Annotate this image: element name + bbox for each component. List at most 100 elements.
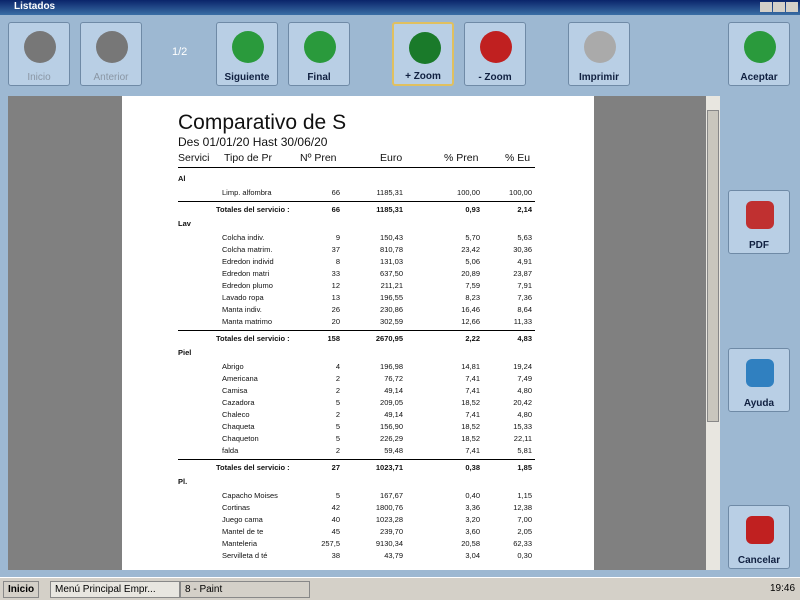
cell-text: Chaleco	[222, 410, 250, 419]
cell-number: 37	[331, 245, 340, 254]
cell-number: 5	[335, 422, 340, 431]
cell-number: 810,78	[380, 245, 403, 254]
toolbar-button[interactable]: Inicio	[8, 22, 70, 86]
button-label: Aceptar	[740, 72, 778, 83]
cell-text: Mantel de te	[222, 527, 264, 536]
cell-number: 38	[331, 551, 340, 560]
cell-number: 18,52	[461, 398, 480, 407]
cell-number: 49,14	[384, 386, 403, 395]
cell-text: Lavado ropa	[222, 293, 264, 302]
report-title: Comparativo de S	[178, 111, 347, 134]
cell-number: 637,50	[380, 269, 403, 278]
cell-number: 16,46	[461, 305, 480, 314]
minimize[interactable]	[760, 2, 772, 12]
cell-number: 18,52	[461, 422, 480, 431]
cell-text: Limp. alfombra	[222, 188, 272, 197]
cell-text: Chaqueta	[222, 422, 255, 431]
button-icon	[480, 31, 512, 63]
toolbar-button[interactable]: + Zoom	[392, 22, 454, 86]
cell-text: Manta indiv.	[222, 305, 262, 314]
group-name: Al	[178, 174, 186, 183]
button-icon	[409, 32, 441, 64]
toolbar-button[interactable]: Anterior	[80, 22, 142, 86]
cell-number: 22,11	[513, 434, 532, 443]
cell-text: Edredon individ	[222, 257, 274, 266]
cell-number: 59,48	[384, 446, 403, 455]
cell-number: 3,04	[465, 551, 480, 560]
cell-number: 7,59	[465, 281, 480, 290]
cell-number: 1800,76	[375, 503, 403, 512]
cell-number: 12	[331, 281, 340, 290]
preview-area: Comparativo de S Des 01/01/20 Hast 30/06/…	[8, 96, 720, 570]
cell-number: 4,91	[517, 257, 532, 266]
cell-number: 156,90	[380, 422, 403, 431]
cell-number: 7,41	[465, 446, 480, 455]
button-icon	[746, 359, 774, 387]
cell-text: Manta matrimo	[222, 317, 273, 326]
separator	[178, 167, 535, 168]
cell-number: 7,41	[465, 374, 480, 383]
task-button[interactable]: 8 - Paint	[180, 581, 310, 598]
cell-number: 13	[331, 293, 340, 302]
button-label: PDF	[749, 240, 769, 251]
scrollbar[interactable]	[706, 96, 720, 570]
side-button[interactable]: Ayuda	[728, 348, 790, 412]
close[interactable]	[786, 2, 798, 12]
cell-number: 239,70	[380, 527, 403, 536]
toolbar-button[interactable]: - Zoom	[464, 22, 526, 86]
cell-text: Edredon matri	[222, 269, 270, 278]
cell-number: 27	[331, 463, 340, 472]
cell-number: 5	[335, 434, 340, 443]
scroll-thumb[interactable]	[707, 110, 719, 422]
column-header: Servici	[178, 152, 210, 164]
cell-text: Juego cama	[222, 515, 263, 524]
cell-number: 209,05	[380, 398, 403, 407]
toolbar-button[interactable]: Siguiente	[216, 22, 278, 86]
cell-number: 20,58	[461, 539, 480, 548]
cell-number: 1,15	[517, 491, 532, 500]
toolbar-button[interactable]: Aceptar	[728, 22, 790, 86]
cell-number: 33	[331, 269, 340, 278]
cell-text: falda	[222, 446, 239, 455]
cell-number: 23,87	[513, 269, 532, 278]
cell-text: Servilleta d té	[222, 551, 268, 560]
cell-number: 4,80	[517, 386, 532, 395]
column-header: % Eu	[505, 152, 531, 164]
cell-number: 5,81	[517, 446, 532, 455]
cell-number: 8	[335, 257, 340, 266]
toolbar-button[interactable]: Final	[288, 22, 350, 86]
cell-number: 7,41	[465, 410, 480, 419]
cell-number: 257,5	[321, 539, 340, 548]
side-button[interactable]: Cancelar	[728, 505, 790, 569]
cell-number: 0,38	[465, 463, 480, 472]
cell-number: 7,91	[517, 281, 532, 290]
cell-number: 18,52	[461, 434, 480, 443]
cell-number: 1185,31	[376, 188, 403, 197]
maximize[interactable]	[773, 2, 785, 12]
toolbar-button[interactable]: Imprimir	[568, 22, 630, 86]
cell-number: 2,22	[465, 334, 480, 343]
cell-number: 23,42	[461, 245, 480, 254]
clock: 19:46	[770, 583, 796, 594]
group-name: Pl.	[178, 477, 188, 486]
cell-number: 1023,28	[375, 515, 403, 524]
column-header: % Pren	[444, 152, 479, 164]
cell-number: 5,70	[465, 233, 480, 242]
cell-number: 12,38	[513, 503, 532, 512]
cell-number: 19,24	[513, 362, 532, 371]
task-button[interactable]: Menú Principal Empr...	[50, 581, 180, 598]
cell-text: Manteleria	[222, 539, 258, 548]
cell-number: 7,41	[465, 386, 480, 395]
button-label: Imprimir	[578, 72, 619, 83]
cell-number: 45	[331, 527, 340, 536]
separator	[178, 459, 535, 460]
cell-text: Chaqueton	[222, 434, 259, 443]
side-button[interactable]: PDF	[728, 190, 790, 254]
start-button[interactable]: Inicio	[3, 581, 40, 598]
cell-number: 2	[335, 386, 340, 395]
column-header: Euro	[380, 152, 403, 164]
cell-number: 3,36	[465, 503, 480, 512]
separator	[178, 330, 535, 331]
cell-text: Colcha matrim.	[222, 245, 273, 254]
cell-number: 100,00	[457, 188, 480, 197]
